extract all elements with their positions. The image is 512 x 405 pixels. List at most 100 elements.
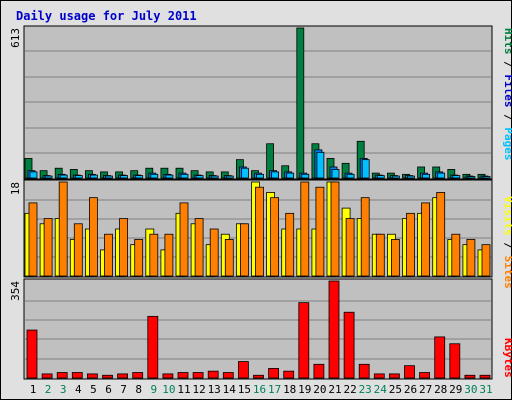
visits-panel-border — [23, 179, 493, 278]
sites-bar — [451, 233, 461, 277]
kbytes-bar — [41, 373, 53, 379]
kbytes-ymax-label: 354 — [9, 281, 22, 301]
kbytes-bar — [102, 374, 113, 379]
sites-bar — [315, 186, 325, 277]
pages-bar — [210, 175, 219, 179]
kbytes-panel-border — [23, 278, 493, 380]
pages-bar — [271, 171, 280, 179]
kbytes-bar — [283, 370, 295, 379]
kbytes-bar — [449, 343, 461, 379]
pages-bar — [105, 175, 113, 179]
kbytes-bar — [253, 374, 264, 379]
sites-bar — [466, 239, 476, 277]
x-tick-label: 3 — [60, 383, 67, 396]
legend-visits: Visits — [502, 196, 512, 236]
pages-bar — [44, 175, 53, 179]
sites-bar — [255, 186, 264, 277]
visits-ymax-label: 18 — [9, 182, 22, 195]
sites-bar — [119, 218, 128, 277]
kbytes-bar — [207, 370, 219, 379]
sites-bar — [270, 197, 280, 277]
pages-bar — [135, 175, 144, 179]
bars-layer — [24, 27, 491, 379]
pages-bar — [90, 174, 98, 179]
kbytes-bar — [222, 372, 234, 379]
pages-bar — [286, 172, 295, 179]
sites-bar — [28, 202, 38, 277]
kbytes-bar — [177, 372, 189, 379]
kbytes-bar — [268, 368, 280, 379]
x-tick-label: 22 — [343, 383, 356, 396]
x-tick-label: 17 — [268, 383, 281, 396]
legend-top: Hits / Files / Pages — [502, 28, 512, 161]
pages-bar — [120, 175, 128, 179]
sites-bar — [436, 192, 446, 277]
kbytes-bar — [71, 372, 83, 379]
sites-bar — [209, 228, 219, 277]
pages-bar — [74, 175, 83, 179]
sites-bar — [285, 212, 295, 277]
sites-bar — [43, 218, 53, 277]
legend-sites: Sites — [502, 256, 512, 289]
legend-sep-2: / — [502, 108, 512, 128]
hits-panel-border — [23, 25, 493, 180]
sites-bar — [421, 202, 431, 277]
kbytes-bar — [117, 373, 128, 379]
kbytes-bar — [419, 372, 431, 379]
pages-bar — [165, 174, 174, 179]
kbytes-bar — [404, 365, 415, 379]
legend-sep-3: / — [502, 236, 512, 256]
pages-bar — [346, 173, 355, 179]
x-tick-label: 10 — [162, 383, 175, 396]
pages-bar — [301, 173, 310, 179]
x-tick-label: 16 — [253, 383, 266, 396]
pages-bar — [195, 175, 204, 179]
pages-bar — [482, 176, 491, 179]
kbytes-bar — [56, 372, 68, 379]
pages-bar — [361, 159, 370, 179]
x-tick-label: 30 — [464, 383, 477, 396]
pages-bar — [225, 175, 234, 179]
kbytes-bar — [87, 373, 98, 379]
sites-bar — [481, 244, 491, 277]
kbytes-bar — [298, 302, 310, 379]
pages-bar — [59, 174, 68, 179]
legend-mid: Visits / Sites — [502, 196, 512, 289]
x-tick-label: 26 — [404, 383, 417, 396]
sites-bar — [300, 181, 310, 277]
x-tick-label: 6 — [105, 383, 112, 396]
legend-kbytes: KBytes — [502, 338, 512, 378]
pages-bar — [467, 176, 476, 179]
x-tick-label: 9 — [150, 383, 157, 396]
x-tick-label: 4 — [75, 383, 82, 396]
sites-bar — [73, 223, 83, 277]
kbytes-bar — [313, 363, 325, 379]
kbytes-bar — [192, 372, 204, 379]
sites-bar — [345, 218, 355, 277]
pages-bar — [150, 173, 159, 179]
sites-bar — [406, 212, 415, 277]
hits-bar — [296, 27, 305, 179]
pages-bar — [437, 172, 446, 179]
pages-bar — [376, 175, 385, 179]
pages-bar — [240, 167, 249, 179]
kbytes-bar — [147, 315, 159, 379]
sites-bar — [375, 233, 385, 277]
legend-pages: Pages — [502, 127, 512, 160]
pages-bar — [331, 169, 340, 179]
x-tick-label: 29 — [449, 383, 462, 396]
x-tick-label: 12 — [192, 383, 205, 396]
x-tick-label: 2 — [45, 383, 52, 396]
sites-bar — [149, 233, 159, 277]
sites-bar — [239, 223, 249, 277]
kbytes-bar — [328, 280, 340, 379]
pages-bar — [452, 175, 461, 179]
kbytes-bar — [388, 373, 400, 379]
sites-bar — [194, 218, 204, 277]
kbytes-bar — [479, 374, 491, 379]
hits-ymax-label: 613 — [9, 28, 22, 48]
pages-bar — [256, 173, 264, 179]
x-axis-labels: 1 2 3 4 5 6 7 8 9 10 11 12 13 14 15 16 17 18 19 20 21 22 23 24 2… — [30, 383, 493, 396]
x-tick-label: 18 — [283, 383, 296, 396]
